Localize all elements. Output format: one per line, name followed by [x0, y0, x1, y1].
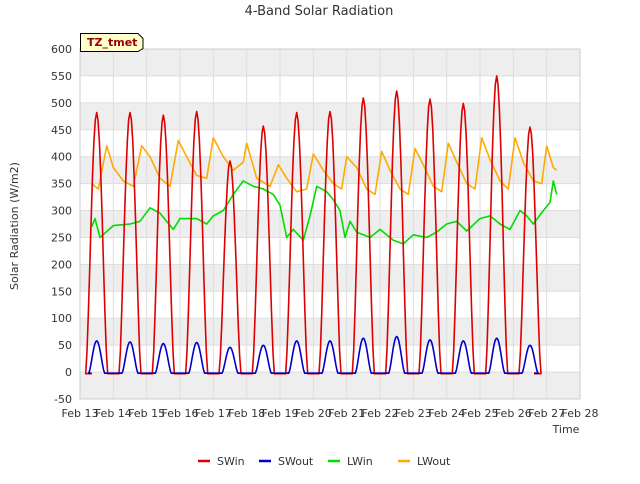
annotation-box: TZ_tmet [80, 33, 144, 52]
y-tick-label: 0 [65, 366, 72, 379]
x-axis-label: Time [552, 423, 580, 436]
y-tick-label: 100 [51, 312, 72, 325]
x-tick-label: Feb 20 [295, 407, 332, 420]
x-tick-label: Feb 14 [95, 407, 132, 420]
y-tick-label: 400 [51, 151, 72, 164]
x-tick-label: Feb 21 [328, 407, 365, 420]
y-axis-label: Solar Radiation (W/m2) [8, 162, 21, 290]
y-tick-label: 200 [51, 258, 72, 271]
grid-band [80, 49, 580, 76]
plot-frame [79, 48, 581, 400]
x-tick-label: Feb 16 [162, 407, 199, 420]
legend: SWin SWout LWin LWout [198, 455, 451, 468]
x-tick-label: Feb 13 [62, 407, 99, 420]
x-tick-label: Feb 25 [462, 407, 499, 420]
y-tick-label: 50 [58, 339, 72, 352]
legend-label-lwout: LWout [417, 455, 451, 468]
x-tick-label: Feb 23 [395, 407, 432, 420]
legend-label-swin: SWin [217, 455, 245, 468]
y-tick-label: 600 [51, 43, 72, 56]
grid-band [80, 210, 580, 238]
legend-label-lwin: LWin [347, 455, 373, 468]
grid-band [80, 102, 580, 130]
legend-label-swout: SWout [278, 455, 314, 468]
x-tick-label: Feb 18 [228, 407, 265, 420]
x-tick-label: Feb 19 [262, 407, 299, 420]
plot-series [84, 75, 558, 375]
annotation-text: TZ_tmet [87, 36, 137, 49]
y-tick-label: 450 [51, 124, 72, 137]
x-tick-label: Feb 26 [495, 407, 532, 420]
y-tick-label: 150 [51, 285, 72, 298]
x-tick-label: Feb 28 [562, 407, 599, 420]
x-tick-label: Feb 27 [528, 407, 565, 420]
x-tick-label: Feb 24 [428, 407, 465, 420]
series-line-swout [87, 335, 539, 374]
chart-title: 4-Band Solar Radiation [245, 4, 394, 19]
y-tick-label: -50 [54, 393, 72, 406]
x-tick-label: Feb 22 [362, 407, 399, 420]
y-tick-label: 250 [51, 231, 72, 244]
y-tick-label: 300 [51, 205, 72, 218]
plot-bands [80, 49, 580, 399]
series-line-lwin [90, 180, 558, 245]
annotation-box-shape [80, 33, 144, 52]
y-tick-label: 550 [51, 70, 72, 83]
x-tick-label: Feb 17 [195, 407, 232, 420]
y-tick-label: 350 [51, 178, 72, 191]
y-tick-label: 500 [51, 97, 72, 110]
x-tick-label: Feb 15 [128, 407, 165, 420]
grid-band [80, 264, 580, 292]
y-axis-ticks: -50 0 50 100 150 200 250 300 350 400 450 500 550 600 [51, 43, 72, 406]
series-line-lwout [91, 137, 558, 196]
grid-band [80, 372, 580, 399]
